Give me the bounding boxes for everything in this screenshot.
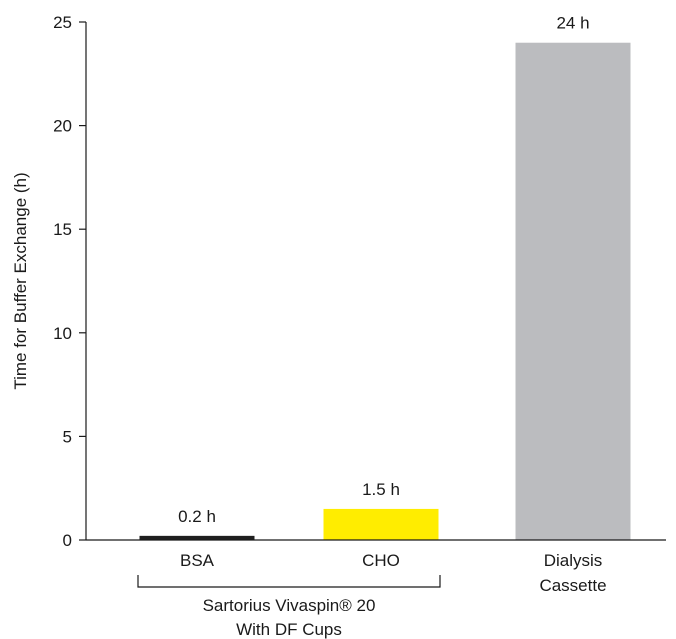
x-axis: BSA CHO Dialysis Cassette xyxy=(86,539,666,595)
y-tick-label: 25 xyxy=(53,13,72,32)
x-category-label: Cassette xyxy=(539,576,606,595)
y-tick-label: 10 xyxy=(53,324,72,343)
y-tick-label: 20 xyxy=(53,117,72,136)
data-label: 1.5 h xyxy=(362,480,400,499)
data-label: 0.2 h xyxy=(178,507,216,526)
x-category-label: Dialysis xyxy=(544,551,603,570)
y-tick-label: 0 xyxy=(63,531,72,550)
group-bracket-line xyxy=(137,575,441,588)
x-category-label: CHO xyxy=(362,551,400,570)
bar xyxy=(515,42,631,540)
bar xyxy=(139,535,255,540)
bars-layer: 0.2 h 1.5 h 24 h xyxy=(139,14,631,540)
bar xyxy=(323,508,439,540)
x-category-label: BSA xyxy=(180,551,215,570)
group-label: With DF Cups xyxy=(236,620,342,639)
y-tick-label: 5 xyxy=(63,427,72,446)
y-tick-label: 15 xyxy=(53,220,72,239)
group-label: Sartorius Vivaspin® 20 xyxy=(203,596,376,615)
y-axis-title: Time for Buffer Exchange (h) xyxy=(11,172,30,389)
data-label: 24 h xyxy=(556,14,589,33)
category-group-bracket: Sartorius Vivaspin® 20 With DF Cups xyxy=(137,575,441,639)
y-axis: 0 5 10 15 20 25 xyxy=(53,13,87,550)
